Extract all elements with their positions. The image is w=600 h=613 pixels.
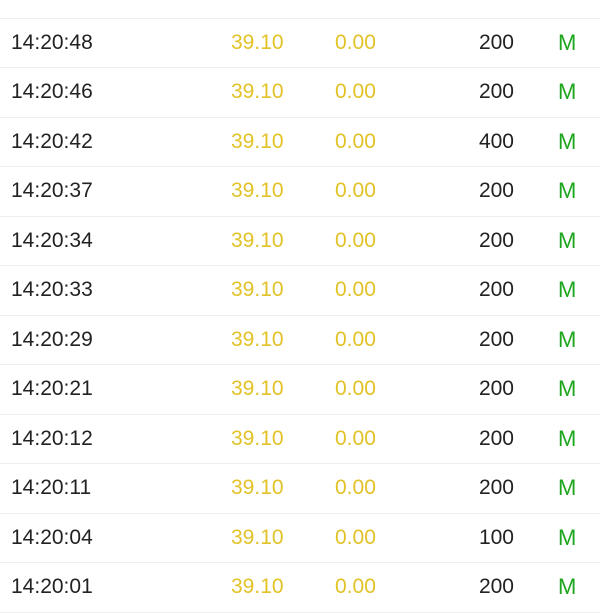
trade-volume: 200 (478, 278, 514, 302)
trade-flag: M (558, 178, 577, 204)
trade-row: 14:20:12 39.10 0.00 200 M (0, 415, 600, 464)
trade-price: 39.10 (231, 476, 284, 500)
trade-flag: M (558, 0, 576, 6)
trade-flag: M (558, 227, 577, 253)
trade-change: 0.00 (335, 129, 376, 153)
trade-time: 14:20:04 (11, 525, 93, 549)
trade-time: 14:20:48 (11, 30, 93, 54)
trade-row: 14:20:29 39.10 0.00 200 M (0, 316, 600, 365)
trade-flag: M (558, 326, 577, 352)
trade-time: 14:20:12 (11, 426, 93, 450)
trade-volume: 200 (478, 476, 514, 500)
trade-change: 0.00 (335, 327, 376, 351)
trade-time: 14:20:11 (11, 476, 92, 500)
trade-volume: 200 (478, 179, 514, 203)
trade-price: 39.10 (231, 525, 284, 549)
trade-change: 0.00 (335, 476, 376, 500)
trade-volume: 200 (478, 426, 514, 450)
trade-row: 14:20:11 39.10 0.00 200 M (0, 464, 600, 514)
trade-row: 14:20:21 39.10 0.00 200 M (0, 365, 600, 415)
trade-row: 14:20:37 39.10 0.00 200 M (0, 167, 600, 217)
trade-row: 14:20:04 39.10 0.00 100 M (0, 514, 600, 563)
trade-change: 0.00 (335, 228, 376, 252)
trade-time: 14:20:46 (11, 80, 93, 104)
trade-change: 0.00 (335, 525, 376, 549)
trade-change: 0.00 (335, 426, 376, 450)
trade-change: 0.00 (335, 0, 376, 5)
trade-volume: 100 (478, 525, 514, 549)
trade-flag: M (558, 79, 577, 105)
trade-volume: 400 (478, 129, 514, 153)
trade-time: 14:20:49 (11, 0, 93, 5)
trade-flag: M (558, 277, 577, 303)
trade-flag: M (558, 524, 577, 550)
trade-time: 14:20:01 (11, 575, 93, 599)
trade-price: 39.10 (231, 575, 284, 599)
trade-price: 39.10 (231, 129, 284, 153)
trade-row: 14:20:46 39.10 0.00 200 M (0, 68, 600, 118)
trade-price: 39.10 (231, 377, 284, 401)
trade-row: 14:20:48 39.10 0.00 200 M (0, 19, 600, 68)
trade-time: 14:20:37 (11, 179, 93, 203)
trade-flag: M (558, 29, 577, 55)
trade-time: 14:20:29 (11, 327, 93, 351)
trade-price: 39.10 (231, 30, 284, 54)
trade-price: 39.10 (231, 0, 284, 5)
trade-volume: 200 (478, 575, 514, 599)
trade-volume: 200 (478, 377, 514, 401)
trade-row: 14:20:42 39.10 0.00 400 M (0, 118, 600, 167)
trade-time: 14:20:42 (11, 129, 93, 153)
trade-volume: 200 (478, 30, 514, 54)
trade-change: 0.00 (335, 80, 376, 104)
trade-volume: 200 (478, 228, 514, 252)
trade-flag: M (558, 128, 577, 154)
trade-volume: 200 (478, 327, 514, 351)
trade-time: 14:20:21 (11, 377, 93, 401)
trade-flag: M (558, 425, 577, 451)
trade-price: 39.10 (231, 426, 284, 450)
trade-volume: 200 (479, 0, 514, 5)
trade-change: 0.00 (335, 278, 376, 302)
trade-flag: M (558, 376, 577, 402)
trade-row: 14:20:34 39.10 0.00 200 M (0, 217, 600, 266)
trade-price: 39.10 (231, 80, 284, 104)
trade-time: 14:20:34 (11, 228, 93, 252)
trade-flag: M (558, 574, 577, 600)
trade-row: 14:20:49 39.10 0.00 200 M (0, 0, 600, 19)
trade-change: 0.00 (335, 377, 376, 401)
trade-change: 0.00 (335, 575, 376, 599)
trade-row: 14:20:33 39.10 0.00 200 M (0, 266, 600, 316)
trade-price: 39.10 (231, 228, 284, 252)
trade-price: 39.10 (231, 327, 284, 351)
trade-volume: 200 (478, 80, 514, 104)
trade-flag: M (558, 475, 577, 501)
trade-time: 14:20:33 (11, 278, 93, 302)
trade-price: 39.10 (231, 278, 284, 302)
trade-price: 39.10 (231, 179, 284, 203)
trade-row: 14:20:01 39.10 0.00 200 M (0, 563, 600, 613)
trade-change: 0.00 (335, 30, 376, 54)
trade-change: 0.00 (335, 179, 376, 203)
